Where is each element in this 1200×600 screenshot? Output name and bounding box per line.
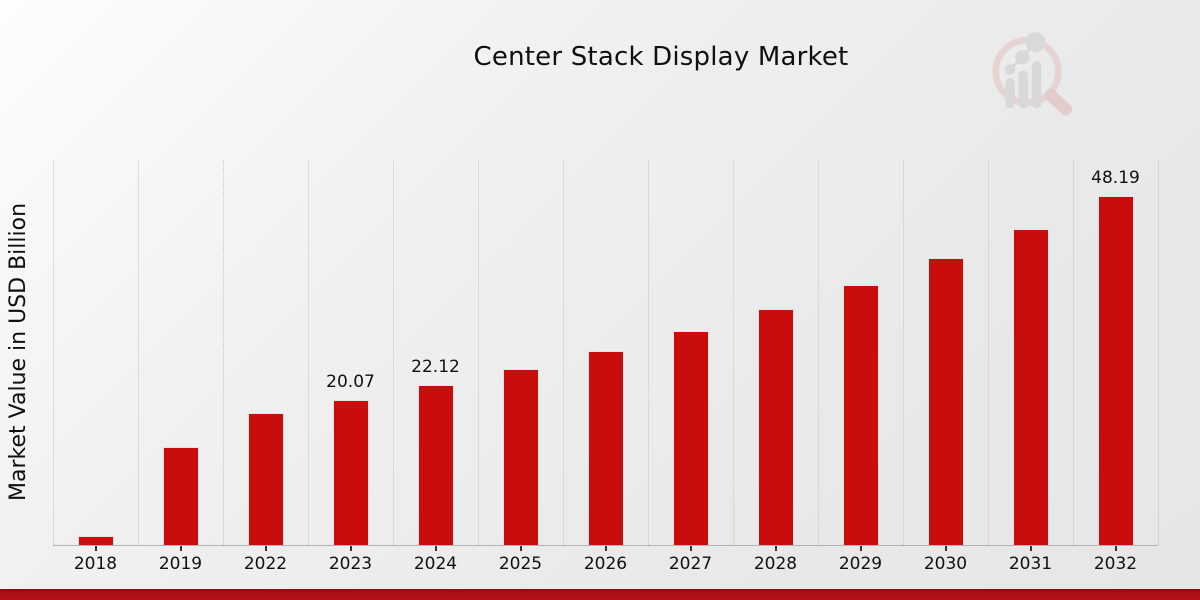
bar-2031: [1012, 228, 1049, 545]
bar-2024: [417, 384, 454, 545]
bar-slot-2023: 20.07 2023: [308, 160, 393, 574]
bar-2028: [757, 308, 794, 545]
x-axis-tick: [1029, 546, 1032, 551]
x-axis-tick-label-2029: 2029: [838, 554, 883, 574]
x-axis-tick: [519, 546, 522, 551]
vertical-gridline: [138, 160, 139, 545]
bar-2032: [1097, 196, 1134, 545]
bar-2023: [332, 399, 369, 545]
vertical-gridline: [53, 160, 54, 545]
x-axis-tick: [264, 546, 267, 551]
y-axis-label: Market Value in USD Billion: [6, 202, 31, 502]
magnifier-handle-icon: [1044, 88, 1073, 116]
vertical-gridline: [733, 160, 734, 545]
bar-2018: [77, 535, 114, 545]
mrfr-watermark-logo: [992, 32, 1073, 116]
x-axis-tick-label-2023: 2023: [328, 554, 373, 574]
bar-slot-2028: 2028: [733, 160, 818, 574]
logo-bar-medium-icon: [1018, 70, 1028, 109]
vertical-gridline: [308, 160, 309, 545]
vertical-gridline: [1158, 160, 1159, 545]
bar-slot-2024: 22.12 2024: [393, 160, 478, 574]
x-axis-tick: [94, 546, 97, 551]
bar-slot-2018: 2018: [53, 160, 138, 574]
x-axis-tick: [774, 546, 777, 551]
vertical-gridline: [1073, 160, 1074, 545]
plot-area: 2018 2019 2022 20.07 2023 22.12 2024 2025 2026 20…: [53, 160, 1159, 574]
bar-2019: [162, 446, 199, 545]
x-axis-tick-label-2018: 2018: [73, 554, 118, 574]
bar-slot-2030: 2030: [903, 160, 988, 574]
vertical-gridline: [988, 160, 989, 545]
bar-slot-2027: 2027: [648, 160, 733, 574]
x-axis-tick-label-2024: 2024: [413, 554, 458, 574]
bar-value-label-2032: 48.19: [1091, 168, 1140, 189]
bar-2025: [502, 368, 539, 545]
bar-value-label-2023: 20.07: [326, 371, 375, 392]
x-axis-tick: [1114, 546, 1117, 551]
bar-slot-2032: 48.19 2032: [1073, 160, 1158, 574]
vertical-gridline: [478, 160, 479, 545]
bar-2029: [842, 284, 879, 545]
x-axis-tick: [859, 546, 862, 551]
vertical-gridline: [563, 160, 564, 545]
logo-bar-tall-icon: [1031, 61, 1042, 109]
x-axis-tick-label-2026: 2026: [583, 554, 628, 574]
bar-slot-2026: 2026: [563, 160, 648, 574]
vertical-gridline: [648, 160, 649, 545]
x-axis-tick: [944, 546, 947, 551]
x-axis-tick: [434, 546, 437, 551]
x-axis-tick-label-2028: 2028: [753, 554, 798, 574]
x-axis-tick-label-2031: 2031: [1008, 554, 1053, 574]
bar-slot-2029: 2029: [818, 160, 903, 574]
logo-dot-small-icon: [1004, 64, 1016, 75]
bar-2026: [587, 350, 624, 545]
vertical-gridline: [903, 160, 904, 545]
x-axis-tick-label-2022: 2022: [243, 554, 288, 574]
logo-dot-medium-icon: [1015, 50, 1030, 65]
vertical-gridline: [223, 160, 224, 545]
x-axis-tick: [689, 546, 692, 551]
vertical-gridline: [818, 160, 819, 545]
bar-value-label-2024: 22.12: [411, 356, 460, 377]
bar-slot-2025: 2025: [478, 160, 563, 574]
x-axis-tick-label-2032: 2032: [1093, 554, 1138, 574]
bar-slot-2019: 2019: [138, 160, 223, 574]
bar-2030: [927, 257, 964, 545]
x-axis-tick-label-2027: 2027: [668, 554, 713, 574]
vertical-gridline: [393, 160, 394, 545]
x-axis-tick-label-2019: 2019: [158, 554, 203, 574]
x-axis-tick-label-2030: 2030: [923, 554, 968, 574]
bar-slot-2031: 2031: [988, 160, 1073, 574]
x-axis-tick: [349, 546, 352, 551]
bar-2022: [247, 413, 284, 545]
bar-slot-2022: 2022: [223, 160, 308, 574]
x-axis-tick-label-2025: 2025: [498, 554, 543, 574]
x-axis-tick: [179, 546, 182, 551]
x-axis-tick: [604, 546, 607, 551]
chart-title: Center Stack Display Market: [473, 42, 849, 72]
logo-dot-large-icon: [1025, 32, 1046, 53]
footer-accent-band: [0, 589, 1200, 600]
bar-2027: [672, 330, 709, 545]
logo-bar-small-icon: [1005, 78, 1015, 109]
